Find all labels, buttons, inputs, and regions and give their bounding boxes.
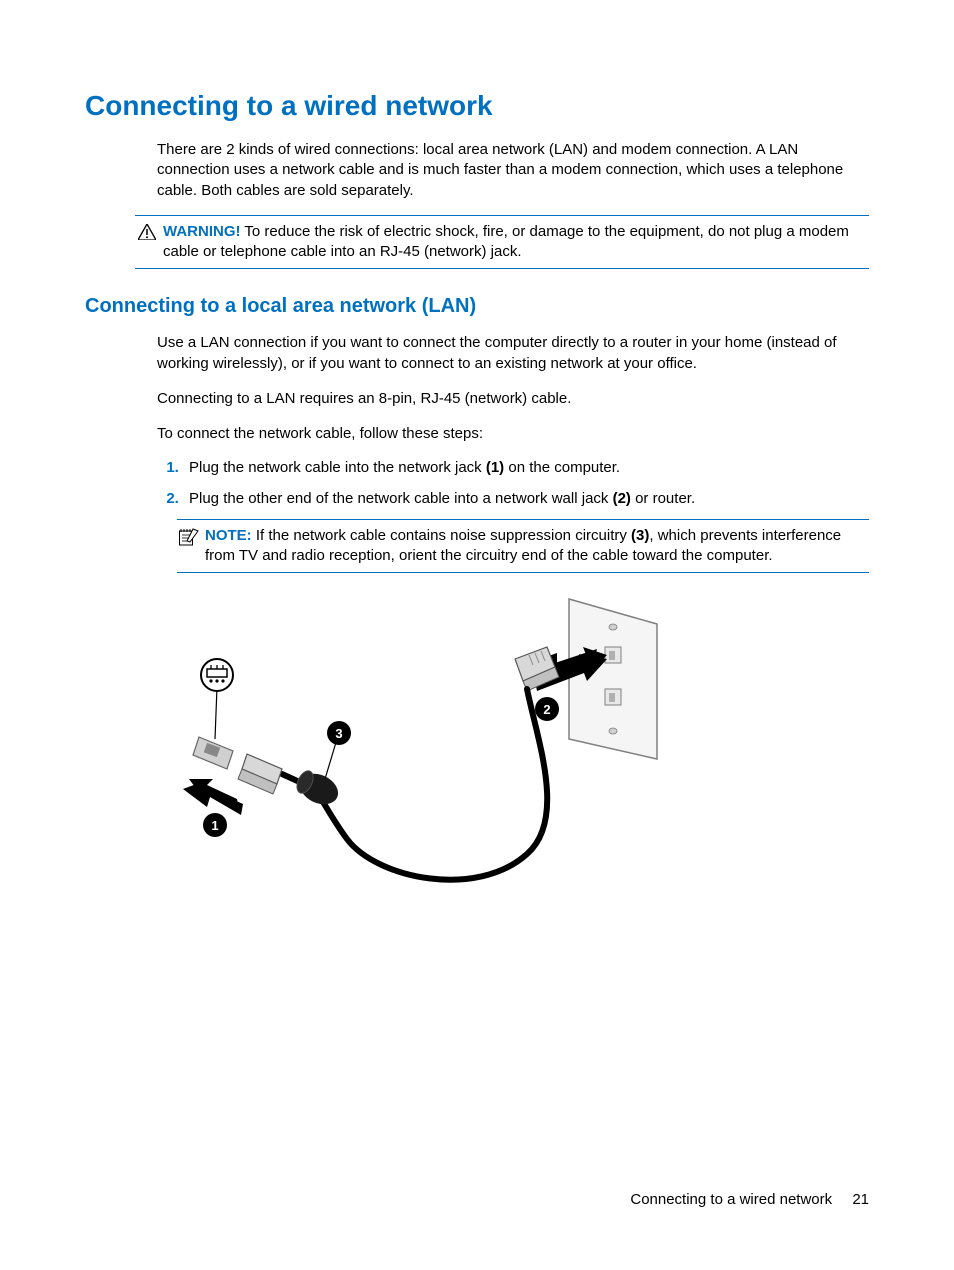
step-post: or router. [631,490,695,507]
page-footer: Connecting to a wired network 21 [630,1191,869,1208]
warning-label: WARNING! [163,223,241,240]
network-port-symbol-icon [201,659,233,691]
lan-paragraph-2: Connecting to a LAN requires an 8-pin, R… [157,389,869,409]
ethernet-cable-icon [315,689,547,880]
callout-badge-2: 2 [535,697,559,721]
footer-page-number: 21 [852,1191,869,1208]
note-bold: (3) [631,527,649,544]
step-pre: Plug the network cable into the network … [189,459,486,476]
callout-badge-3: 3 [327,721,351,745]
cable-diagram: 2 3 [177,589,869,924]
svg-text:3: 3 [335,726,342,741]
warning-callout: WARNING! To reduce the risk of electric … [135,215,869,270]
step-item: Plug the other end of the network cable … [183,489,869,509]
step-item: Plug the network cable into the network … [183,458,869,478]
note-pre: If the network cable contains noise supp… [256,527,631,544]
computer-jack-icon [193,737,233,769]
steps-list: Plug the network cable into the network … [157,458,869,509]
step-bold: (2) [613,490,631,507]
wall-plate-icon [569,599,657,759]
step-pre: Plug the other end of the network cable … [189,490,613,507]
warning-icon [135,222,159,240]
ferrite-bead-icon [294,768,343,810]
note-label: NOTE: [205,527,252,544]
lan-paragraph-1: Use a LAN connection if you want to conn… [157,333,869,374]
note-icon [177,526,201,546]
page-heading-sub: Connecting to a local area network (LAN) [85,295,869,318]
footer-section: Connecting to a wired network [630,1191,832,1208]
warning-body: To reduce the risk of electric shock, fi… [163,223,849,260]
callout-badge-1: 1 [203,813,227,837]
svg-text:1: 1 [211,818,218,833]
page-heading-main: Connecting to a wired network [85,90,869,122]
rj45-plug-computer-icon [238,754,282,794]
lan-paragraph-3: To connect the network cable, follow the… [157,424,869,444]
note-callout: NOTE: If the network cable contains nois… [177,519,869,574]
intro-paragraph: There are 2 kinds of wired connections: … [157,140,869,201]
step-post: on the computer. [504,459,620,476]
svg-text:2: 2 [543,702,550,717]
step-bold: (1) [486,459,504,476]
